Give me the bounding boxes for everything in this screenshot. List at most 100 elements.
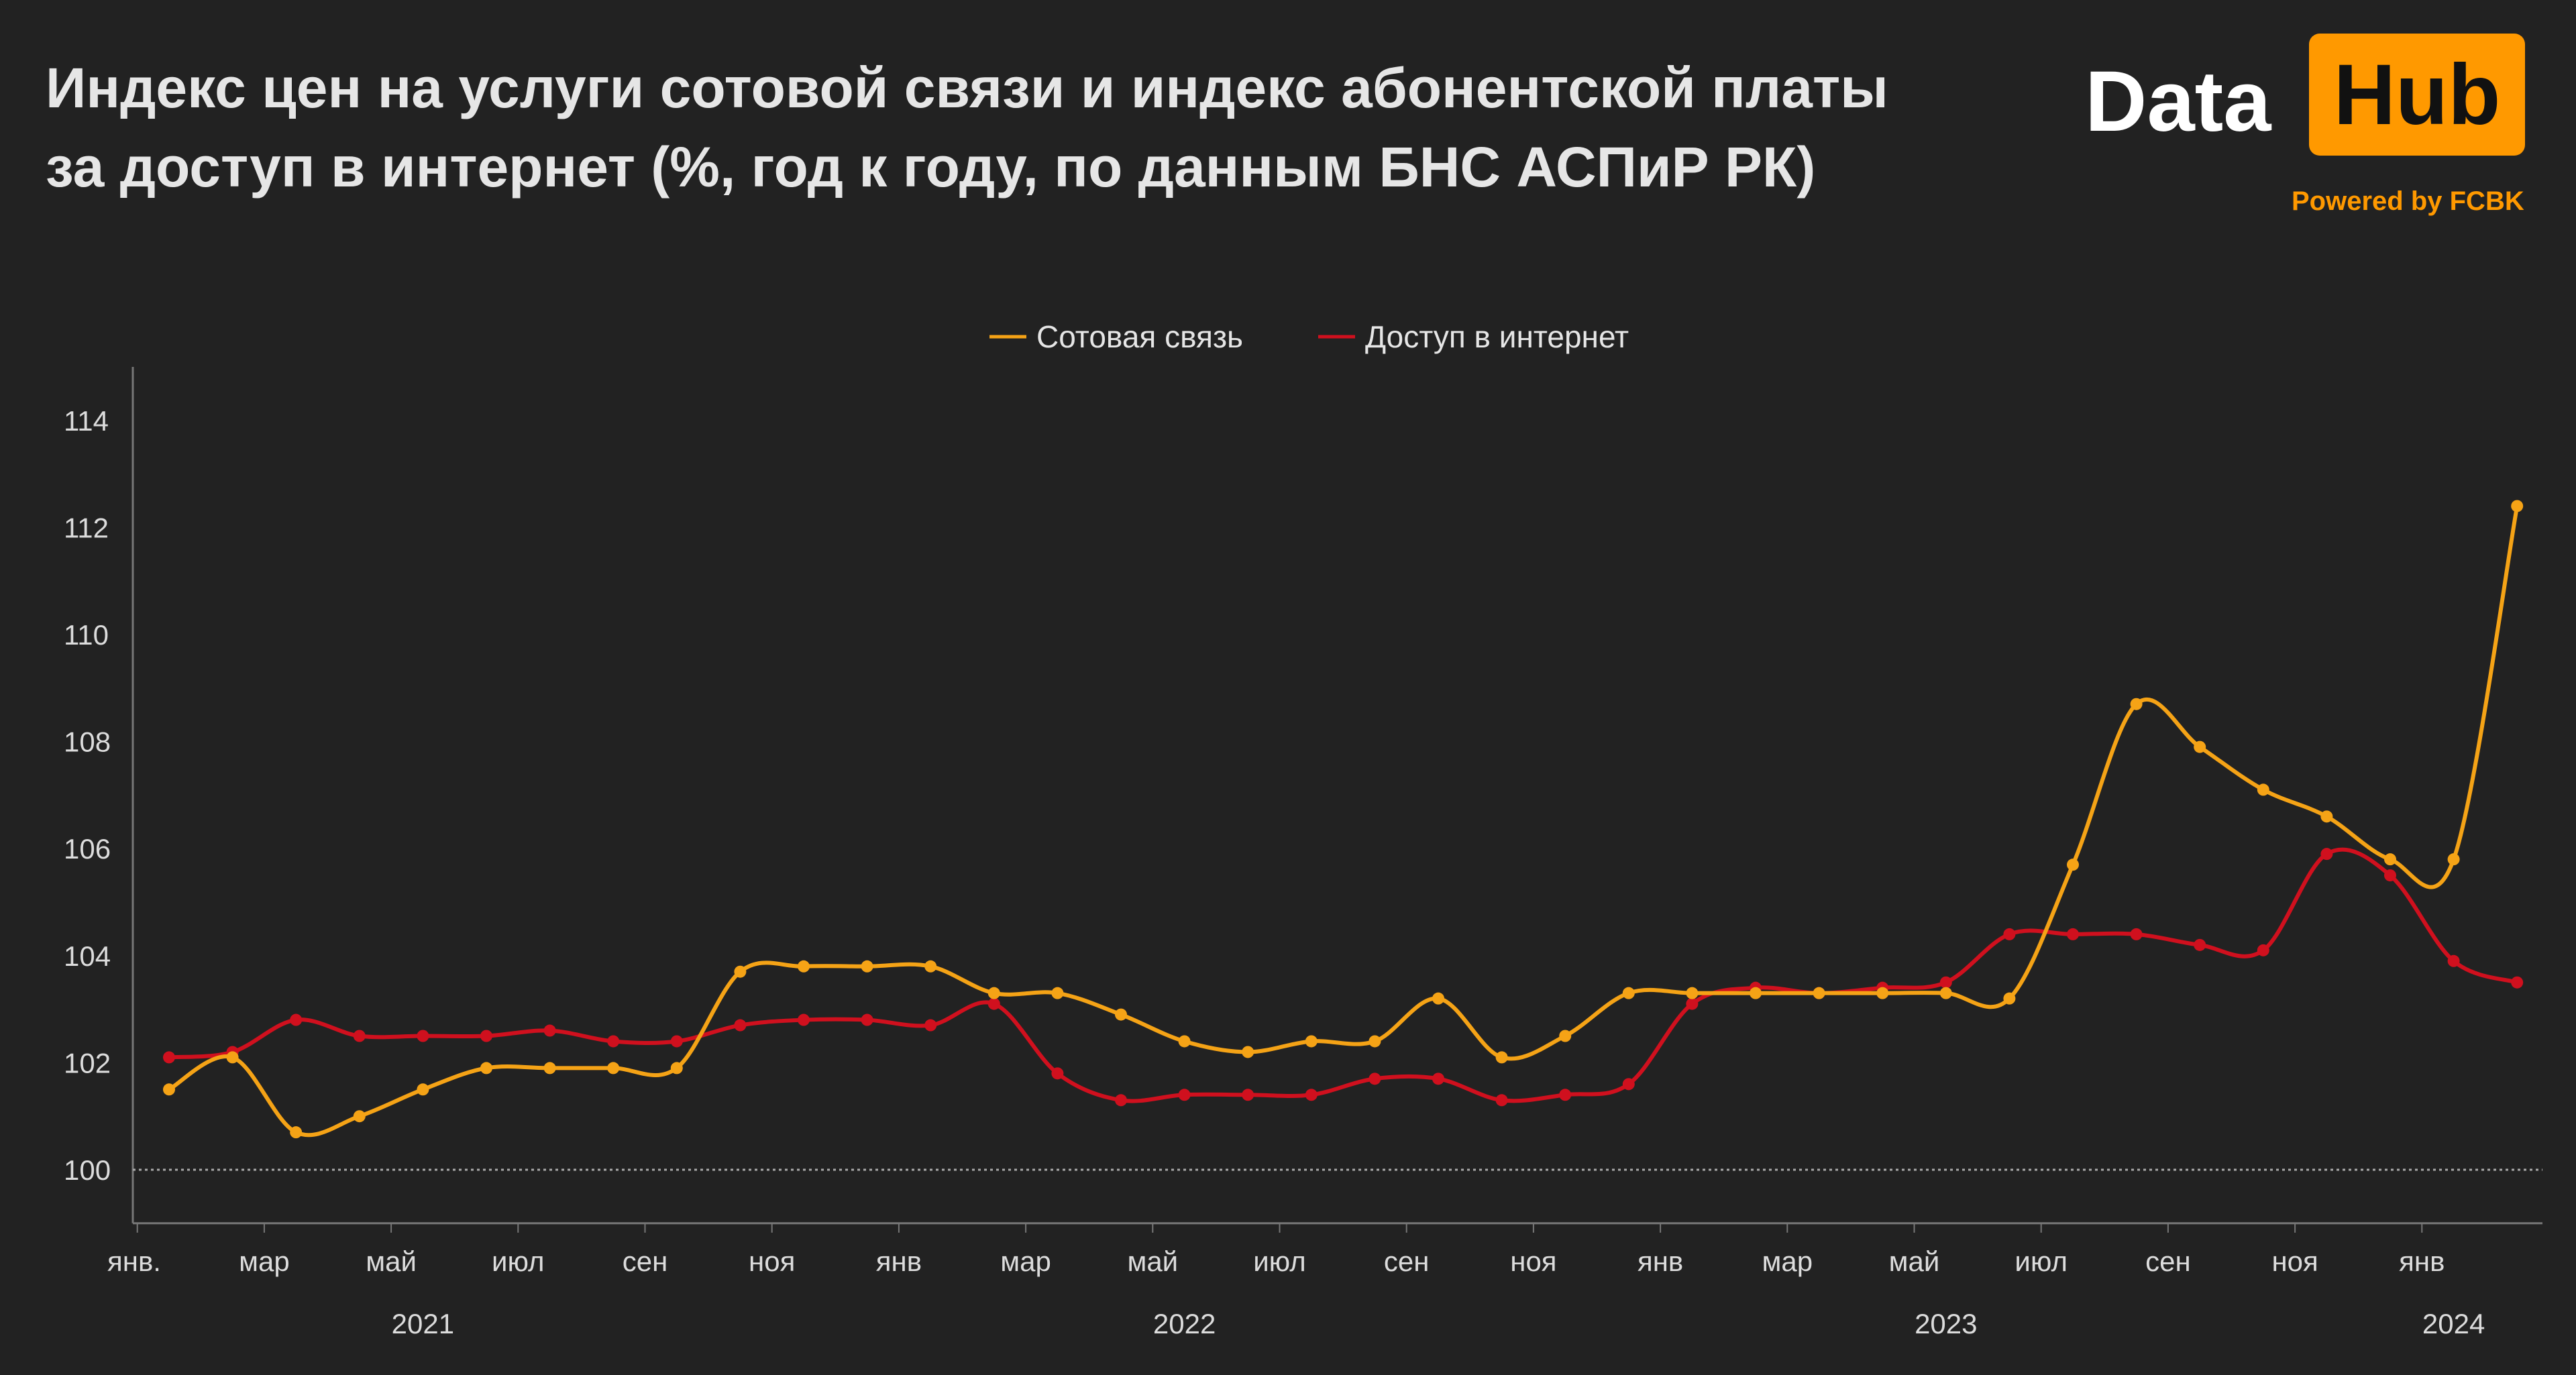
data-point — [1495, 1051, 1508, 1064]
logo-hub: Hub — [2309, 34, 2525, 156]
data-point — [480, 1062, 492, 1075]
data-point — [2130, 928, 2143, 940]
data-point — [1750, 987, 1762, 999]
x-tick-label: янв — [1638, 1246, 1683, 1277]
data-point — [1559, 1089, 1572, 1101]
x-tick-label: июл — [492, 1246, 545, 1277]
data-point — [1622, 1078, 1635, 1091]
legend-label: Доступ в интернет — [1365, 319, 1629, 354]
data-point — [734, 1019, 747, 1032]
x-year-label: 2021 — [392, 1308, 454, 1339]
data-point — [1115, 1008, 1127, 1021]
data-point — [2511, 976, 2524, 989]
data-point — [1051, 1067, 1064, 1080]
data-point — [1305, 1035, 1318, 1048]
data-point — [1686, 997, 1699, 1010]
data-point — [2384, 869, 2396, 882]
data-point — [290, 1126, 303, 1139]
data-point — [924, 1019, 937, 1032]
x-tick-label: июл — [2015, 1246, 2068, 1277]
data-point — [1686, 987, 1699, 999]
x-tick-label: янв — [876, 1246, 922, 1277]
data-point — [480, 1030, 492, 1042]
x-tick-label: май — [366, 1246, 417, 1277]
x-tick-label: май — [1889, 1246, 1940, 1277]
x-tick-label: сен — [1384, 1246, 1430, 1277]
logo-data: Data — [2085, 54, 2271, 150]
y-tick-label: 100 — [64, 1154, 111, 1186]
data-point — [2511, 500, 2524, 512]
title-line-1: Индекс цен на услуги сотовой связи и инд… — [46, 56, 1888, 119]
data-point — [353, 1030, 366, 1042]
data-point — [2384, 853, 2396, 866]
data-point — [1051, 987, 1064, 999]
data-point — [734, 965, 747, 978]
x-tick-label: ноя — [749, 1246, 795, 1277]
data-point — [1622, 987, 1635, 999]
data-point — [1559, 1030, 1572, 1042]
data-point — [1813, 987, 1825, 999]
x-tick-label: янв — [2399, 1246, 2445, 1277]
y-tick-label: 104 — [64, 940, 111, 972]
x-tick-label: июл — [1253, 1246, 1306, 1277]
data-point — [1242, 1089, 1254, 1101]
data-point — [2003, 992, 2016, 1005]
data-point — [2257, 783, 2269, 796]
data-point — [1368, 1072, 1381, 1085]
data-point — [2257, 944, 2269, 956]
series-line — [168, 505, 2520, 1138]
x-tick-label: ноя — [2271, 1246, 2318, 1277]
data-point — [1432, 1072, 1444, 1085]
data-point — [1939, 987, 1952, 999]
y-tick-label: 108 — [64, 726, 111, 758]
powered-by: Powered by FCBK — [2292, 186, 2524, 216]
y-tick-label: 114 — [64, 405, 109, 437]
x-tick-label: мар — [239, 1246, 290, 1277]
x-tick-label: сен — [623, 1246, 668, 1277]
data-point — [163, 1083, 175, 1096]
data-point — [861, 1013, 873, 1026]
legend-label: Сотовая связь — [1036, 319, 1243, 354]
data-point — [798, 1013, 810, 1026]
x-tick-label: янв. — [107, 1246, 161, 1277]
data-point — [1242, 1046, 1254, 1058]
data-point — [2447, 954, 2460, 967]
data-point — [924, 960, 937, 973]
data-point — [861, 960, 873, 973]
y-tick-label: 102 — [64, 1047, 111, 1079]
data-point — [163, 1051, 175, 1064]
data-point — [543, 1024, 556, 1037]
x-tick-label: май — [1127, 1246, 1178, 1277]
y-tick-label: 112 — [64, 512, 109, 543]
chart-title: Индекс цен на услуги сотовой связи и инд… — [46, 48, 2058, 207]
data-point — [607, 1035, 620, 1048]
data-point — [2067, 859, 2079, 871]
data-point — [670, 1062, 683, 1075]
data-point — [1305, 1089, 1318, 1101]
data-point — [1495, 1094, 1508, 1107]
data-point — [1178, 1089, 1191, 1101]
data-point — [2447, 853, 2460, 866]
data-point — [1178, 1035, 1191, 1048]
data-point — [987, 997, 1000, 1010]
x-tick-label: сен — [2145, 1246, 2191, 1277]
data-point — [1939, 976, 1952, 989]
data-point — [987, 987, 1000, 999]
data-point — [226, 1051, 239, 1064]
data-point — [417, 1083, 429, 1096]
data-point — [1432, 992, 1444, 1005]
data-point — [2194, 938, 2206, 951]
x-year-label: 2024 — [2422, 1308, 2485, 1339]
data-point — [290, 1013, 303, 1026]
data-point — [2194, 740, 2206, 753]
x-year-label: 2023 — [1915, 1308, 1977, 1339]
data-point — [798, 960, 810, 973]
data-point — [417, 1030, 429, 1042]
y-tick-label: 106 — [64, 833, 111, 865]
data-point — [2320, 848, 2333, 861]
title-line-2: за доступ в интернет (%, год к году, по … — [46, 135, 1816, 199]
data-point — [2320, 810, 2333, 823]
y-tick-label: 110 — [64, 619, 109, 651]
x-tick-label: мар — [1762, 1246, 1813, 1277]
